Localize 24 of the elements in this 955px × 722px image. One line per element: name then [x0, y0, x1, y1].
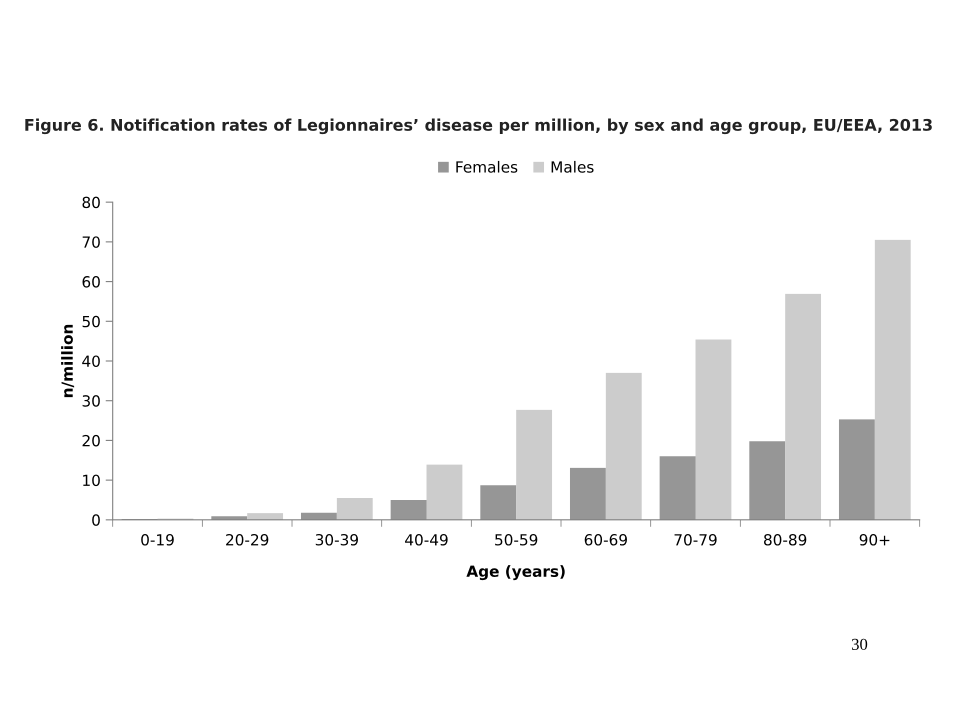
x-tick-label: 20-29	[226, 534, 268, 546]
x-axis-title: Age (years)	[466, 565, 565, 580]
x-tick-label: 80-89	[764, 534, 806, 546]
x-tick-label: 40-49	[405, 534, 448, 546]
y-tick-label: 0	[92, 514, 100, 526]
legend-label: Males	[552, 160, 594, 173]
chart-title: Figure 6. Notification rates of Legionnaires’ disease per million, by sex and age group, EU/EEA, 2013	[25, 118, 932, 134]
text: 30	[852, 638, 868, 650]
x-tick-label: 50-59	[495, 534, 538, 546]
y-tick-label: 70	[82, 236, 100, 248]
x-tick-label: 0-19	[141, 534, 174, 546]
x-tick-label: 90+	[860, 534, 890, 546]
y-tick-label: 10	[83, 474, 100, 486]
y-tick-label: 20	[82, 434, 100, 446]
y-tick-label: 50	[82, 316, 100, 328]
y-tick-label: 30	[82, 395, 100, 407]
x-tick-label: 60-69	[584, 534, 627, 546]
legend-label: Females	[456, 160, 518, 173]
y-tick-label: 40	[82, 355, 100, 368]
y-tick-label: 80	[82, 196, 100, 208]
x-tick-label: 70-79	[674, 534, 717, 546]
x-tick-label: 30-39	[316, 534, 358, 546]
y-tick-label: 60	[82, 276, 100, 288]
y-axis-title: n/million	[61, 324, 74, 398]
